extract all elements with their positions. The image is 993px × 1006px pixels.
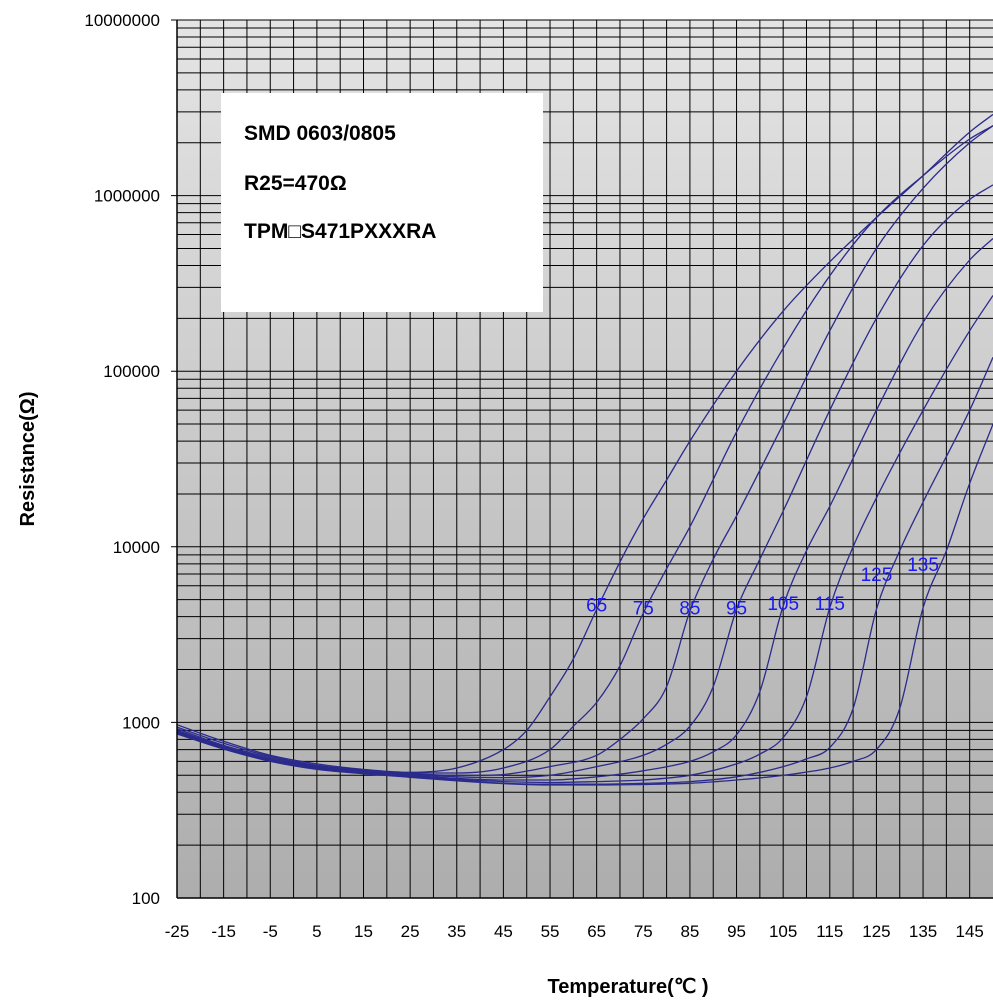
curve-label-95: 95: [726, 599, 747, 620]
y-tick-label: 10000: [113, 538, 160, 557]
curve-65: [177, 113, 993, 773]
x-tick-label: 105: [769, 922, 797, 941]
x-tick-label: 55: [541, 922, 560, 941]
info-box-background: [221, 93, 543, 312]
curve-label-75: 75: [633, 599, 654, 620]
x-tick-label: 65: [587, 922, 606, 941]
x-tick-label: 135: [909, 922, 937, 941]
x-tick-label: 75: [634, 922, 653, 941]
curve-125: [177, 357, 993, 785]
x-tick-label: -5: [263, 922, 278, 941]
curve-labels: 65 75 85 95 105 115 125 135: [586, 555, 939, 620]
info-line-part-number: TPM□S471PXXXRA: [244, 220, 436, 243]
x-tick-label: 25: [401, 922, 420, 941]
y-axis-title: Resistance(Ω): [17, 392, 39, 527]
curve-label-135: 135: [907, 555, 939, 576]
y-tick-label: 1000000: [94, 187, 160, 206]
info-box: SMD 0603/0805 R25=470Ω TPM□S471PXXXRA: [221, 93, 543, 312]
curve-85: [177, 125, 993, 777]
info-line-r25: R25=470Ω: [244, 172, 347, 195]
curve-label-115: 115: [815, 594, 845, 615]
y-tick-label: 100: [132, 889, 160, 908]
y-tick-label: 100000: [103, 362, 160, 381]
x-tick-label: 45: [494, 922, 513, 941]
info-line-model: SMD 0603/0805: [244, 122, 396, 145]
x-axis-title: Temperature(℃ ): [547, 976, 708, 998]
y-tick-label: 10000000: [84, 11, 160, 30]
y-tick-labels: 100 1000 10000 100000 1000000 10000000: [84, 11, 160, 908]
x-tick-label: 5: [312, 922, 321, 941]
x-tick-label: 145: [955, 922, 983, 941]
curve-95: [177, 184, 993, 779]
x-tick-label: 35: [447, 922, 466, 941]
curve-label-85: 85: [679, 599, 700, 620]
curve-75: [177, 125, 993, 774]
x-tick-label: 115: [816, 922, 843, 941]
x-tick-labels: -25 -15 -5 5 15 25 35 45 55 65 75 85 95 105 115 125 135 1…: [165, 922, 984, 941]
x-tick-label: 125: [862, 922, 890, 941]
x-tick-label: 15: [354, 922, 373, 941]
x-tick-label: -25: [165, 922, 190, 941]
y-tick-label: 1000: [122, 713, 160, 732]
curve-135: [177, 423, 993, 786]
curve-label-125: 125: [861, 565, 893, 586]
x-tick-label: 95: [727, 922, 746, 941]
x-tick-label: 85: [680, 922, 699, 941]
curves: [177, 113, 993, 786]
x-tick-label: -15: [211, 922, 236, 941]
curve-label-65: 65: [586, 595, 607, 616]
curve-label-105: 105: [767, 594, 799, 615]
